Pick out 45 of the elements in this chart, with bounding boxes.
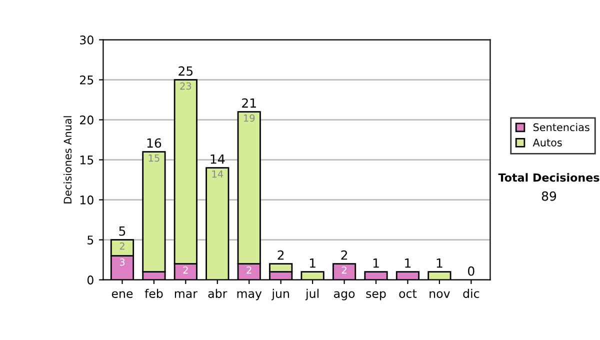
x-tick-label: oct: [399, 290, 417, 298]
data-label: 23: [180, 82, 192, 90]
text: 89: [542, 191, 556, 201]
total-label: 21: [242, 98, 256, 108]
y-tick-label: 15: [80, 156, 94, 164]
y-tick-label: 5: [88, 236, 94, 244]
x-tick-label: mar: [174, 291, 198, 298]
data-label: 2: [183, 266, 188, 274]
legend-label: Autos: [532, 138, 562, 146]
data-label: 19: [244, 114, 255, 122]
total-label: 1: [373, 258, 379, 268]
legend-label: Sentencias: [533, 123, 590, 132]
x-tick-label: jun: [272, 288, 289, 300]
y-tick-label: 30: [80, 36, 94, 44]
text: Total Decisiones: [498, 173, 600, 182]
data-label: 3: [120, 258, 125, 266]
data-label: 14: [212, 170, 224, 178]
x-tick-label: feb: [144, 288, 163, 298]
total-label: 0: [468, 266, 474, 276]
data-label: 2: [120, 242, 124, 250]
x-tick-label: dic: [463, 288, 480, 298]
total-label: 1: [310, 258, 316, 268]
data-label: 15: [148, 154, 160, 162]
x-tick-label: abr: [208, 288, 228, 298]
total-label: 1: [405, 258, 411, 268]
data-label: 2: [342, 266, 346, 274]
x-tick-label: jul: [305, 288, 318, 300]
total-label: 2: [278, 250, 284, 260]
y-axis-title: Decisiones Anual: [64, 116, 72, 204]
x-tick-label: sep: [366, 291, 386, 300]
y-tick-label: 25: [80, 76, 94, 84]
x-tick-label: ene: [112, 291, 133, 298]
total-label: 25: [178, 66, 193, 76]
y-tick-label: 10: [80, 196, 94, 204]
total-label: 1: [436, 258, 442, 268]
x-tick-label: ago: [334, 291, 355, 300]
x-tick-label: nov: [430, 291, 450, 298]
x-tick-label: may: [237, 291, 262, 300]
y-tick-label: 20: [80, 116, 94, 124]
total-label: 5: [119, 226, 126, 236]
total-label: 14: [210, 154, 225, 164]
total-label: 2: [341, 250, 348, 260]
total-label: 16: [147, 138, 162, 148]
y-tick-label: 0: [87, 276, 94, 284]
data-label: 2: [246, 266, 252, 274]
